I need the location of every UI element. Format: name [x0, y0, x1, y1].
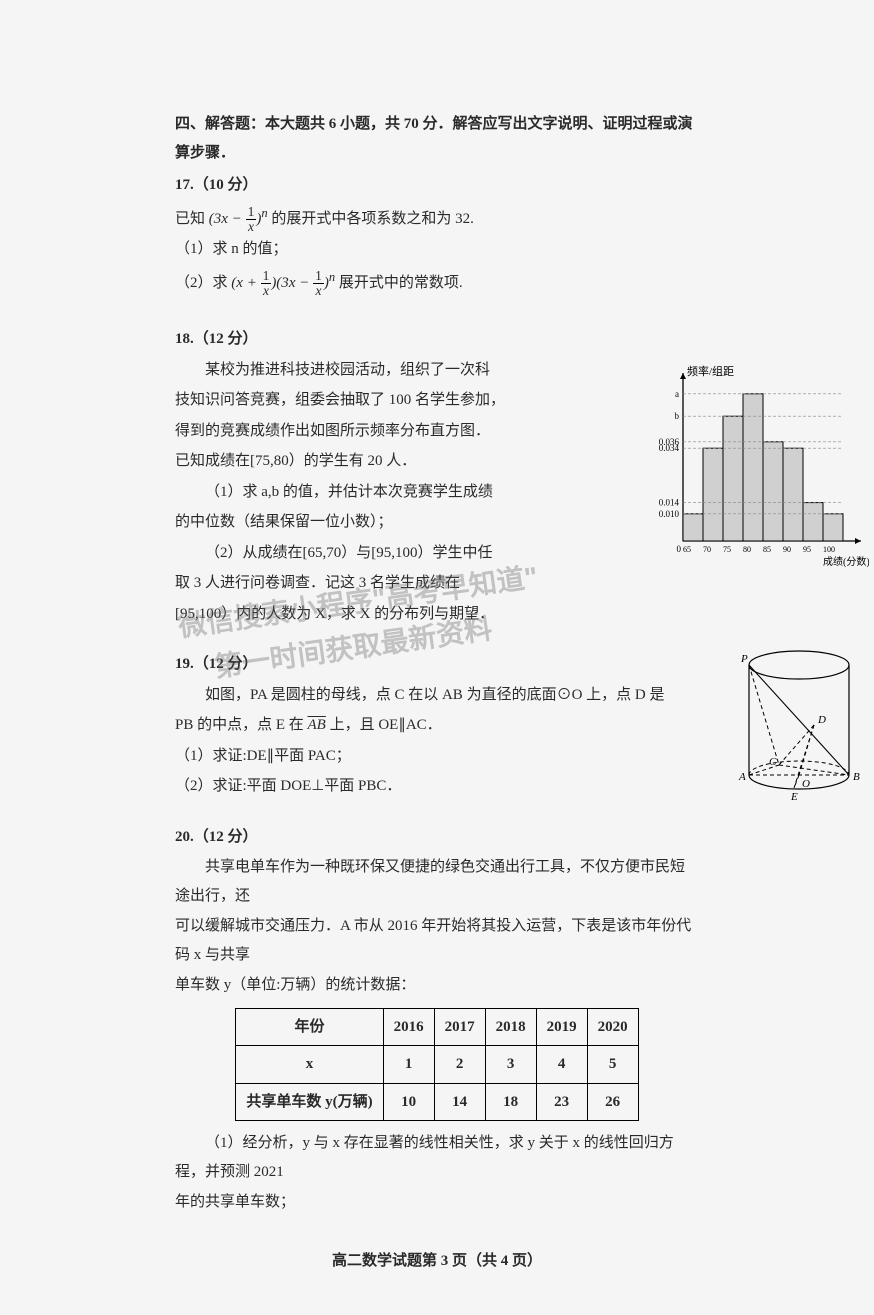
- svg-text:0.014: 0.014: [659, 497, 680, 507]
- svg-text:0.010: 0.010: [659, 508, 680, 518]
- q18-p1b: 的中位数（结果保留一位小数）；: [175, 508, 629, 537]
- table-cell: 23: [536, 1083, 587, 1121]
- table-cell: 3: [485, 1046, 536, 1084]
- q18-p2b: 取 3 人进行问卷调查．记这 3 名学生成绩在: [175, 569, 629, 598]
- svg-text:0: 0: [677, 544, 682, 554]
- q19-l2a: PB 的中点，点 E 在: [175, 717, 304, 733]
- table-cell: 1: [383, 1046, 434, 1084]
- table-cell: 14: [434, 1083, 485, 1121]
- q18-num: 18.（12 分）: [175, 331, 258, 347]
- cylinder-diagram: P A B O C D E: [729, 645, 869, 815]
- table-cell: 10: [383, 1083, 434, 1121]
- svg-text:成绩(分数): 成绩(分数): [823, 555, 869, 568]
- q19-l2b: 上，且 OE∥AC．: [330, 717, 442, 733]
- svg-text:90: 90: [783, 545, 791, 554]
- question-17: 17.（10 分） 已知 (3x − 1x)n 的展开式中各项系数之和为 32.…: [175, 171, 699, 297]
- q20-l2: 可以缓解城市交通压力．A 市从 2016 年开始将其投入运营，下表是该市年份代码…: [175, 912, 699, 969]
- q17-p2a: （2）求: [175, 275, 228, 291]
- table-cell: 18: [485, 1083, 536, 1121]
- svg-text:0.034: 0.034: [659, 443, 680, 453]
- q20-num: 20.（12 分）: [175, 829, 258, 845]
- table-cell: 4: [536, 1046, 587, 1084]
- frac-num: 1: [246, 205, 257, 220]
- svg-text:70: 70: [703, 545, 711, 554]
- svg-text:85: 85: [763, 545, 771, 554]
- data-table: 年份20162017201820192020x12345共享单车数 y(万辆)1…: [235, 1008, 638, 1122]
- svg-text:B: B: [853, 771, 860, 783]
- svg-text:频率/组距: 频率/组距: [687, 364, 734, 378]
- q18-l1: 某校为推进科技进校园活动，组织了一次科: [175, 356, 629, 385]
- q17-p2b: 展开式中的常数项.: [339, 275, 463, 291]
- q20-p1b: 年的共享单车数；: [175, 1188, 699, 1217]
- q19-p2: （2）求证:平面 DOE⊥平面 PBC．: [175, 772, 699, 801]
- q20-l3: 单车数 y（单位:万辆）的统计数据：: [175, 971, 699, 1000]
- svg-text:95: 95: [803, 545, 811, 554]
- q18-p2c: [95,100）内的人数为 X，求 X 的分布列与期望．: [175, 600, 629, 629]
- svg-text:75: 75: [723, 545, 731, 554]
- table-cell: 2: [434, 1046, 485, 1084]
- svg-text:80: 80: [743, 545, 751, 554]
- q17-p1: （1）求 n 的值；: [175, 235, 699, 264]
- page-footer: 高二数学试题第 3 页（共 4 页）: [175, 1247, 699, 1276]
- table-header: 2017: [434, 1008, 485, 1046]
- q19-p1: （1）求证:DE∥平面 PAC；: [175, 742, 699, 771]
- q17-num: 17.（10 分）: [175, 177, 258, 193]
- histogram-chart: ab0.0360.0340.0140.010065707580859095100…: [639, 361, 869, 571]
- table-header: 2019: [536, 1008, 587, 1046]
- q18-l3: 得到的竞赛成绩作出如图所示频率分布直方图．: [175, 417, 629, 446]
- table-cell: 共享单车数 y(万辆): [236, 1083, 383, 1121]
- table-cell: 26: [587, 1083, 638, 1121]
- q20-l1: 共享电单车作为一种既环保又便捷的绿色交通出行工具，不仅方便市民短途出行，还: [175, 853, 699, 910]
- question-20: 20.（12 分） 共享电单车作为一种既环保又便捷的绿色交通出行工具，不仅方便市…: [175, 823, 699, 1217]
- svg-text:a: a: [675, 388, 679, 398]
- svg-text:O: O: [802, 778, 810, 790]
- q19-arc: AB: [308, 717, 326, 733]
- table-header: 年份: [236, 1008, 383, 1046]
- q18-l2: 技知识问答竞赛，组委会抽取了 100 名学生参加，: [175, 386, 629, 415]
- table-cell: x: [236, 1046, 383, 1084]
- question-19: 19.（12 分） 如图，PA 是圆柱的母线，点 C 在以 AB 为直径的底面⊙…: [175, 650, 699, 801]
- q17-intro-b: 的展开式中各项系数之和为 32.: [271, 211, 474, 227]
- svg-text:E: E: [790, 791, 798, 803]
- table-header: 2016: [383, 1008, 434, 1046]
- q19-l1: 如图，PA 是圆柱的母线，点 C 在以 AB 为直径的底面⊙O 上，点 D 是: [175, 681, 699, 710]
- svg-text:P: P: [740, 653, 748, 665]
- table-header: 2018: [485, 1008, 536, 1046]
- q18-l4: 已知成绩在[75,80）的学生有 20 人．: [175, 447, 629, 476]
- q19-num: 19.（12 分）: [175, 656, 258, 672]
- table-cell: 5: [587, 1046, 638, 1084]
- q18-p2a: （2）从成绩在[65,70）与[95,100）学生中任: [175, 539, 629, 568]
- question-18: 18.（12 分） 某校为推进科技进校园活动，组织了一次科 技知识问答竞赛，组委…: [175, 325, 699, 628]
- svg-text:65: 65: [683, 545, 691, 554]
- svg-text:A: A: [738, 771, 746, 783]
- svg-text:100: 100: [823, 545, 835, 554]
- svg-text:D: D: [817, 714, 826, 726]
- q20-p1a: （1）经分析，y 与 x 存在显著的线性相关性，求 y 关于 x 的线性回归方程…: [175, 1129, 699, 1186]
- svg-text:b: b: [675, 411, 680, 421]
- q18-p1a: （1）求 a,b 的值，并估计本次竞赛学生成绩: [175, 478, 629, 507]
- svg-text:C: C: [769, 756, 777, 768]
- table-header: 2020: [587, 1008, 638, 1046]
- section-header: 四、解答题：本大题共 6 小题，共 70 分．解答应写出文字说明、证明过程或演算…: [175, 110, 699, 167]
- q17-intro-a: 已知: [175, 211, 205, 227]
